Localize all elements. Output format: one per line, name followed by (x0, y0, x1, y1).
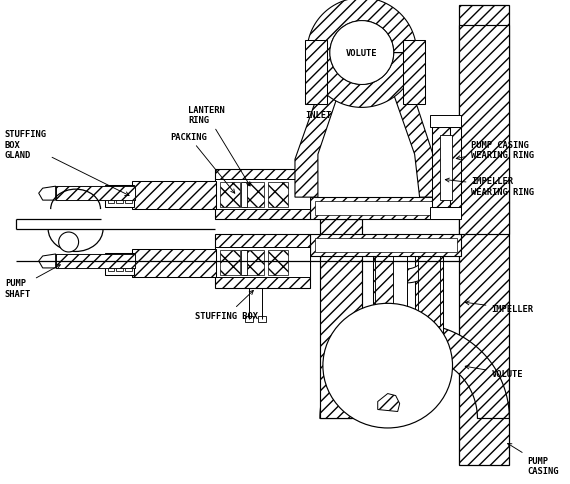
Bar (439, 136, 451, 201)
Text: PACKING: PACKING (170, 133, 235, 194)
Bar (56, 187, 136, 201)
Bar (116, 264, 124, 272)
Polygon shape (307, 0, 417, 108)
Bar (125, 264, 132, 272)
Ellipse shape (323, 303, 453, 428)
Polygon shape (39, 255, 56, 268)
Text: INLET: INLET (305, 111, 331, 120)
Bar (132, 249, 216, 277)
Bar (220, 250, 240, 275)
Bar (450, 128, 462, 208)
Bar (125, 197, 132, 204)
Bar (431, 128, 450, 208)
Bar (310, 235, 462, 257)
Bar (418, 257, 439, 326)
Bar (268, 250, 288, 275)
Bar (374, 257, 393, 326)
Ellipse shape (330, 22, 394, 85)
Text: VOLUTE: VOLUTE (465, 365, 523, 378)
Bar (373, 332, 388, 344)
Bar (215, 247, 310, 277)
Text: VOLUTE: VOLUTE (346, 49, 377, 58)
Bar (116, 197, 124, 204)
Polygon shape (295, 76, 345, 198)
Bar (104, 186, 135, 208)
Bar (244, 250, 264, 275)
Bar (245, 316, 253, 322)
Bar (104, 254, 135, 275)
Bar (108, 197, 115, 204)
Text: IMPELLER
WEARING RING: IMPELLER WEARING RING (445, 177, 535, 197)
Polygon shape (39, 187, 56, 201)
Text: IMPELLER: IMPELLER (465, 302, 534, 314)
Text: PUMP
SHAFT: PUMP SHAFT (5, 265, 60, 298)
Bar (258, 316, 266, 322)
Bar (56, 255, 136, 268)
Bar (305, 41, 327, 105)
Polygon shape (320, 324, 510, 419)
Bar (459, 6, 510, 466)
Bar (215, 180, 310, 210)
Bar (244, 183, 264, 208)
Bar (315, 202, 457, 216)
Bar (430, 208, 462, 220)
Bar (430, 116, 462, 128)
Bar (310, 198, 462, 220)
Bar (459, 26, 510, 235)
Bar (315, 239, 457, 253)
Text: PUMP
CASING: PUMP CASING (508, 443, 559, 475)
Bar (132, 182, 216, 210)
Polygon shape (378, 394, 400, 412)
Bar (56, 255, 136, 268)
Text: STUFFING
BOX
GLAND: STUFFING BOX GLAND (5, 130, 129, 196)
Bar (241, 250, 247, 275)
Bar (241, 183, 247, 208)
Polygon shape (386, 76, 434, 198)
Text: LANTERN
RING: LANTERN RING (188, 106, 250, 186)
Bar (414, 332, 426, 344)
Polygon shape (373, 249, 441, 283)
Bar (108, 264, 115, 272)
Polygon shape (215, 235, 310, 288)
Text: PUMP CASING
WEARING RING: PUMP CASING WEARING RING (456, 140, 535, 160)
Bar (373, 249, 394, 344)
Bar (220, 183, 240, 208)
Bar (384, 249, 406, 344)
Bar (414, 249, 442, 344)
Text: STUFFING BOX: STUFFING BOX (196, 291, 258, 320)
Bar (320, 220, 362, 419)
Bar (56, 187, 136, 201)
Circle shape (59, 232, 79, 253)
Bar (268, 183, 288, 208)
Polygon shape (215, 170, 310, 220)
Bar (402, 41, 425, 105)
